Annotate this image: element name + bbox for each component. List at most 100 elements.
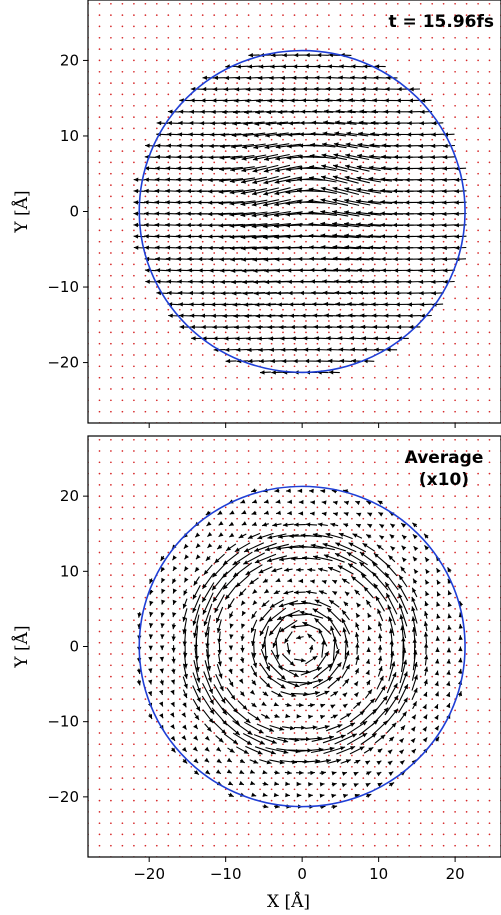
grid-dot xyxy=(259,286,261,288)
grid-dot xyxy=(178,388,181,390)
vector-arrow xyxy=(159,701,164,707)
y-tick-label: −20 xyxy=(47,788,79,806)
grid-dot xyxy=(133,777,135,779)
grid-dot xyxy=(454,472,456,475)
grid-dot xyxy=(351,833,353,836)
vector-arrow xyxy=(320,210,349,217)
grid-dot xyxy=(224,274,227,277)
grid-dot xyxy=(282,184,284,186)
grid-dot xyxy=(224,461,227,464)
grid-dot xyxy=(373,172,376,175)
grid-dot xyxy=(270,472,273,475)
vector-arrow xyxy=(321,500,327,505)
vector-arrow xyxy=(299,610,324,619)
grid-dot xyxy=(328,172,330,175)
grid-dot xyxy=(133,36,135,39)
grid-dot xyxy=(236,184,238,186)
grid-dot xyxy=(408,844,411,847)
grid-dot xyxy=(201,297,204,300)
grid-dot xyxy=(454,675,456,678)
grid-dot xyxy=(339,399,342,402)
vector-arrow xyxy=(230,257,255,262)
grid-dot xyxy=(155,551,158,554)
grid-dot xyxy=(328,720,330,723)
grid-dot xyxy=(133,765,135,768)
grid-dot xyxy=(270,274,273,277)
grid-dot xyxy=(224,59,227,62)
grid-dot xyxy=(133,720,135,723)
grid-dot xyxy=(282,206,284,209)
grid-dot xyxy=(431,36,434,39)
grid-dot xyxy=(178,743,181,746)
grid-dot xyxy=(270,138,273,141)
grid-dot xyxy=(121,562,124,565)
grid-dot xyxy=(419,263,422,266)
vector-arrow xyxy=(320,714,326,720)
grid-dot xyxy=(201,218,204,220)
grid-dot xyxy=(110,484,112,486)
grid-dot xyxy=(121,25,124,28)
grid-dot xyxy=(213,686,216,689)
grid-dot xyxy=(167,844,170,847)
grid-dot xyxy=(305,833,307,836)
grid-dot xyxy=(442,206,445,209)
vector-arrow xyxy=(332,175,359,184)
grid-dot xyxy=(396,551,399,554)
grid-dot xyxy=(213,2,216,5)
grid-dot xyxy=(224,195,227,198)
vector-arrow xyxy=(192,585,201,600)
grid-dot xyxy=(442,732,445,734)
grid-dot xyxy=(259,331,261,334)
grid-dot xyxy=(282,585,284,588)
vector-arrow xyxy=(172,555,177,561)
grid-dot xyxy=(133,14,135,16)
grid-dot xyxy=(408,653,411,655)
vector-arrow xyxy=(396,324,410,330)
grid-dot xyxy=(213,641,216,644)
grid-dot xyxy=(98,754,101,757)
grid-dot xyxy=(373,484,376,486)
grid-dot xyxy=(465,709,468,712)
grid-dot xyxy=(133,376,135,379)
vector-arrow xyxy=(454,166,467,171)
grid-dot xyxy=(201,438,204,441)
grid-dot xyxy=(454,172,456,175)
grid-dot xyxy=(488,184,491,186)
grid-dot xyxy=(133,506,135,509)
vector-arrow xyxy=(431,132,444,137)
grid-dot xyxy=(224,495,227,497)
grid-dot xyxy=(133,585,135,588)
vector-arrow xyxy=(263,499,269,504)
grid-dot xyxy=(477,641,479,644)
vector-arrow xyxy=(264,143,290,150)
grid-dot xyxy=(339,25,342,28)
vector-arrow xyxy=(274,713,280,718)
grid-dot xyxy=(351,297,353,300)
vector-arrow xyxy=(253,734,277,744)
grid-dot xyxy=(362,25,365,28)
grid-dot xyxy=(144,365,147,368)
grid-dot xyxy=(270,686,273,689)
vector-arrow xyxy=(327,64,342,69)
grid-dot xyxy=(339,698,342,700)
grid-dot xyxy=(133,116,135,118)
grid-dot xyxy=(431,70,434,73)
grid-dot xyxy=(121,844,124,847)
grid-dot xyxy=(385,630,388,633)
grid-dot xyxy=(144,743,147,746)
vector-arrow xyxy=(355,622,360,631)
grid-dot xyxy=(270,2,273,5)
grid-dot xyxy=(155,822,158,825)
grid-dot xyxy=(224,365,227,368)
vector-arrow xyxy=(229,177,256,184)
grid-dot xyxy=(305,195,307,198)
grid-dot xyxy=(293,765,296,768)
grid-dot xyxy=(224,104,227,107)
vector-arrow xyxy=(356,512,362,517)
grid-dot xyxy=(362,308,365,311)
grid-dot xyxy=(293,450,296,452)
grid-dot xyxy=(190,720,193,723)
grid-dot xyxy=(110,608,112,610)
vector-arrow xyxy=(332,186,360,196)
grid-dot xyxy=(351,218,353,220)
